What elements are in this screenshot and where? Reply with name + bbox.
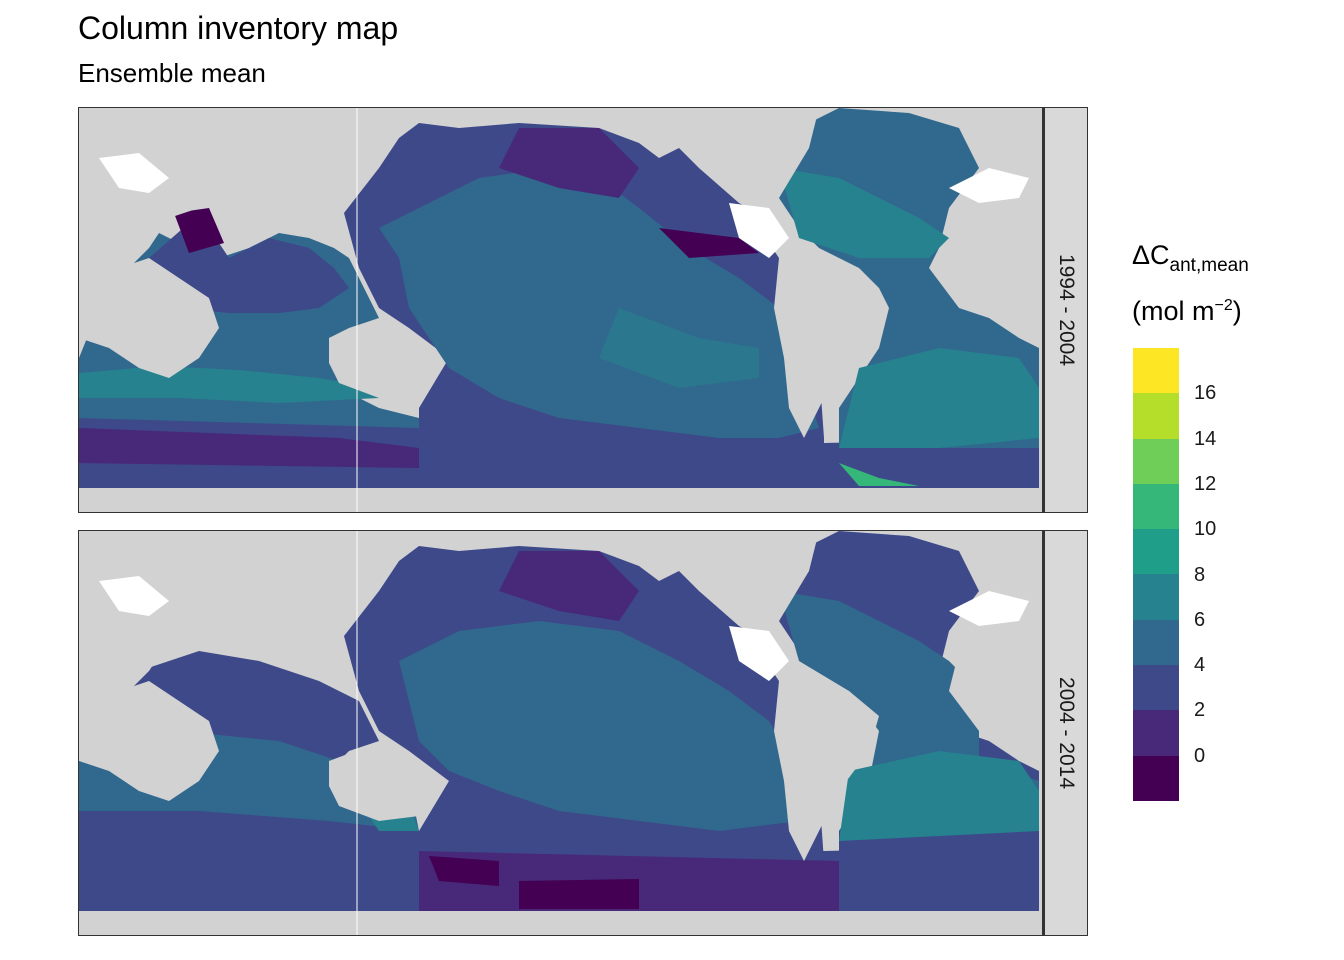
- facet-strip-2004-2014: 2004 - 2014: [1043, 530, 1088, 936]
- legend-tick-label: 12: [1194, 472, 1217, 495]
- legend-bin: [1133, 438, 1179, 484]
- legend-tick-mark: [1179, 438, 1185, 440]
- legend-title-main: ΔC: [1132, 240, 1170, 270]
- legend-tick-mark: [1179, 483, 1185, 485]
- legend-tick-mark: [1179, 574, 1185, 576]
- legend-tick-mark: [1179, 710, 1185, 712]
- chart-title: Column inventory map: [78, 10, 399, 46]
- legend-bin: [1133, 710, 1179, 756]
- legend-unit: (mol m−2): [1132, 296, 1242, 327]
- legend-tick-mark: [1179, 665, 1185, 667]
- facet-strip-1994-2004: 1994 - 2004: [1043, 107, 1088, 513]
- legend-bin: [1133, 755, 1179, 801]
- legend-unit-exponent: −2: [1214, 297, 1233, 314]
- chart-subtitle: Ensemble mean: [78, 58, 266, 88]
- legend-bin: [1133, 574, 1179, 620]
- legend-tick-label: 16: [1194, 382, 1217, 405]
- legend-tick-label: 2: [1194, 699, 1206, 722]
- legend-tick-label: 0: [1194, 744, 1206, 767]
- legend-tick-mark: [1179, 619, 1185, 621]
- legend-title-subscript: ant,mean: [1169, 255, 1249, 276]
- legend-bin: [1133, 393, 1179, 439]
- legend-tick-label: 10: [1194, 518, 1217, 541]
- legend-colorbar: [1133, 348, 1179, 801]
- legend-tick-mark: [1179, 393, 1185, 395]
- legend-bin: [1133, 483, 1179, 530]
- legend-tick-label: 8: [1194, 563, 1206, 586]
- legend-tick-label: 14: [1194, 427, 1217, 450]
- facet-label: 2004 - 2014: [1055, 676, 1078, 790]
- legend-tick-label: 6: [1194, 608, 1206, 631]
- legend-tick-mark: [1179, 529, 1185, 531]
- legend-tick-mark: [1179, 755, 1185, 757]
- legend-bin: [1133, 348, 1179, 394]
- map-panel-2004-2014: [78, 530, 1043, 936]
- legend-bin: [1133, 665, 1179, 711]
- legend-ticks: 16 14 12 10 8 6 4 2 0: [1179, 348, 1239, 801]
- facet-label: 1994 - 2004: [1055, 253, 1078, 367]
- legend-unit-suffix: ): [1232, 296, 1242, 326]
- legend-bin: [1133, 619, 1179, 666]
- legend-tick-label: 4: [1194, 654, 1206, 677]
- legend-bin: [1133, 529, 1179, 575]
- map-panel-1994-2004: [78, 107, 1043, 513]
- legend-unit-prefix: (mol m: [1132, 296, 1215, 326]
- legend-title: ΔCant,mean: [1132, 240, 1249, 276]
